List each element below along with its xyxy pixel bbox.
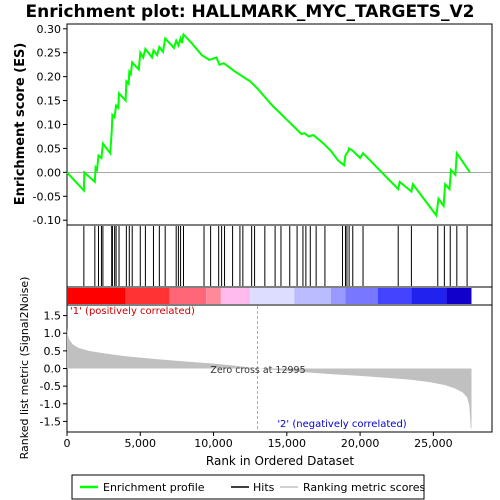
es-y-axis-label: Enrichment score (ES) (13, 43, 28, 206)
es-y-tick-label: 0.20 (37, 71, 62, 84)
es-y-tick-label: 0.10 (37, 119, 62, 132)
x-tick-label: 20,000 (341, 437, 380, 450)
es-y-tick-label: 0.15 (37, 95, 62, 108)
band-segment (220, 288, 251, 304)
chart-title: Enrichment plot: HALLMARK_MYC_TARGETS_V2 (26, 2, 475, 22)
metric-y-tick-label: 1.0 (44, 327, 62, 340)
hits-panel (66, 224, 493, 306)
negative-correlation-label: '2' (negatively correlated) (277, 419, 406, 430)
metric-y-axis-label: Ranked list metric (Signal2Noise) (18, 277, 31, 460)
legend-enrichment-label: Enrichment profile (103, 481, 205, 494)
es-y-tick-label: 0.05 (37, 142, 62, 155)
es-panel: 0.30 0.25 0.20 0.15 0.10 0.05 0.00 -0.05 -0.10 E… (13, 23, 493, 227)
zero-cross-label: Zero cross at 12995 (210, 365, 305, 376)
x-tick-label: 15,000 (268, 437, 307, 450)
metric-y-axis: 1.5 1.0 0.5 0.0 -0.5 -1.0 -1.5 (40, 310, 67, 428)
metric-panel: 1.5 1.0 0.5 0.0 -0.5 -1.0 -1.5 0 5,000 10,000 15,… (18, 277, 493, 468)
es-y-axis: 0.30 0.25 0.20 0.15 0.10 0.05 0.00 -0.05 -0.10 (33, 23, 67, 227)
band-segment (67, 288, 126, 304)
x-tick-label: 10,000 (194, 437, 233, 450)
legend-metric-label: Ranking metric scores (303, 481, 425, 494)
es-panel-frame (66, 23, 493, 226)
legend: Enrichment profile Hits Ranking metric s… (71, 474, 425, 500)
band-segment (377, 288, 412, 304)
legend-hits-label: Hits (253, 481, 275, 494)
band-segment (169, 288, 207, 304)
positive-correlation-label: '1' (positively correlated) (70, 306, 195, 317)
metric-y-tick-label: 0.0 (44, 363, 62, 376)
band-segment (345, 288, 378, 304)
es-y-tick-label: -0.05 (33, 190, 61, 203)
x-axis-label: Rank in Ordered Dataset (206, 454, 354, 468)
es-y-tick-label: -0.10 (33, 214, 61, 227)
metric-y-tick-label: 0.5 (44, 345, 62, 358)
hit-markers (83, 226, 468, 286)
x-tick-label: 25,000 (414, 437, 453, 450)
correlation-color-band (67, 288, 472, 304)
hits-panel-frame (66, 224, 493, 288)
band-segment (294, 288, 331, 304)
metric-y-tick-label: -1.5 (40, 415, 61, 428)
metric-y-tick-label: -1.0 (40, 398, 61, 411)
enrichment-profile-line (66, 32, 471, 218)
band-segment (250, 288, 295, 304)
band-segment (330, 288, 346, 304)
band-segment (206, 288, 221, 304)
es-y-tick-label: 0.25 (37, 47, 62, 60)
band-segment (446, 288, 472, 304)
metric-y-tick-label: -0.5 (40, 380, 61, 393)
x-tick-label: 0 (64, 437, 71, 450)
es-y-tick-label: 0.00 (37, 166, 62, 179)
x-axis: 0 5,000 10,000 15,000 20,000 25,000 (64, 432, 453, 450)
metric-y-tick-label: 1.5 (44, 310, 62, 323)
band-segment (411, 288, 447, 304)
band-segment (125, 288, 170, 304)
es-y-tick-label: 0.30 (37, 23, 62, 36)
x-tick-label: 5,000 (125, 437, 157, 450)
